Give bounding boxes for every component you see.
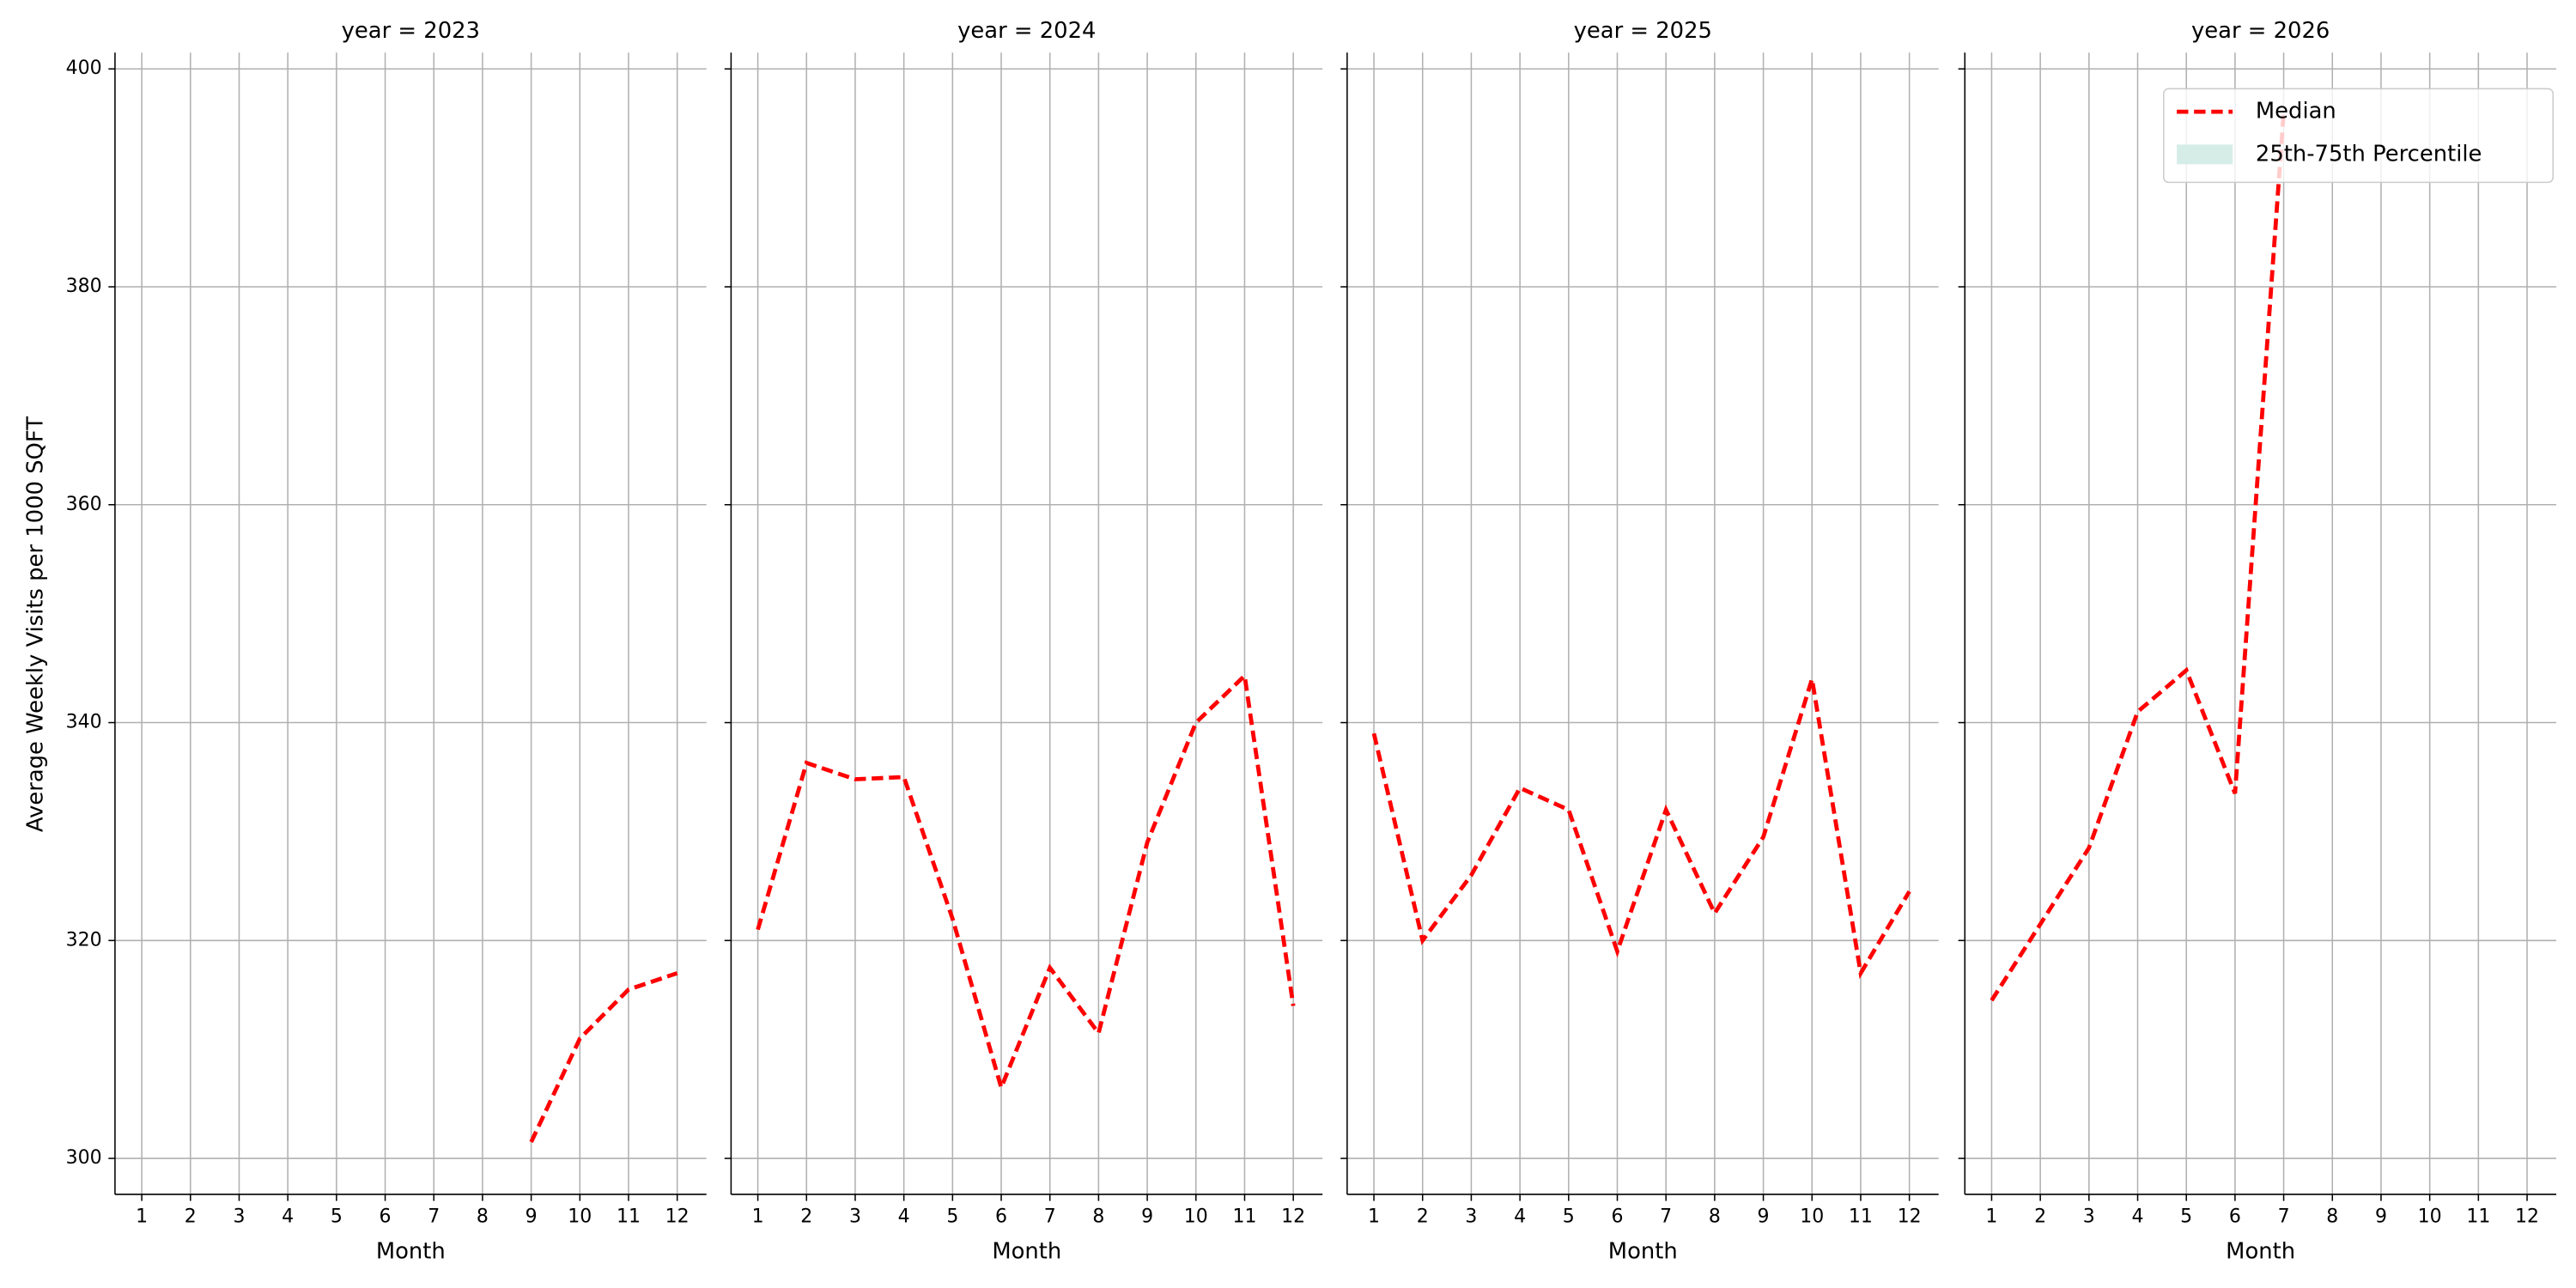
legend-label: 25th-75th Percentile: [2256, 141, 2482, 167]
y-tick-label: 400: [66, 58, 102, 79]
y-tick-label: 320: [66, 929, 102, 951]
x-tick-label: 6: [380, 1206, 392, 1228]
median-line: [1990, 112, 2286, 1002]
x-tick-label: 12: [2515, 1206, 2539, 1228]
x-tick-label: 7: [1660, 1206, 1672, 1228]
x-axis-label: Month: [376, 1238, 446, 1264]
x-tick-label: 12: [1281, 1206, 1305, 1228]
legend-label: Median: [2256, 99, 2336, 125]
median-line: [1371, 678, 1911, 980]
x-tick-label: 9: [2375, 1206, 2387, 1228]
x-axis-label: Month: [1608, 1238, 1678, 1264]
x-tick-label: 6: [1612, 1206, 1624, 1228]
x-tick-label: 8: [2326, 1206, 2338, 1228]
y-tick-label: 340: [66, 712, 102, 733]
y-tick-label: 360: [66, 494, 102, 515]
x-tick-label: 5: [2180, 1206, 2192, 1228]
x-tick-label: 10: [1800, 1206, 1824, 1228]
x-tick-label: 3: [233, 1206, 245, 1228]
x-tick-label: 8: [1709, 1206, 1721, 1228]
x-tick-label: 8: [1092, 1206, 1104, 1228]
y-tick-label: 380: [66, 276, 102, 297]
x-tick-label: 12: [665, 1206, 690, 1228]
y-tick-label: 300: [66, 1147, 102, 1169]
x-tick-label: 1: [1368, 1206, 1380, 1228]
x-tick-label: 3: [1465, 1206, 1477, 1228]
x-tick-label: 11: [617, 1206, 641, 1228]
x-tick-label: 4: [2132, 1206, 2144, 1228]
x-tick-label: 5: [1563, 1206, 1575, 1228]
x-tick-label: 2: [185, 1206, 197, 1228]
x-tick-label: 9: [1141, 1206, 1153, 1228]
x-tick-label: 8: [477, 1206, 489, 1228]
x-tick-label: 9: [526, 1206, 538, 1228]
x-tick-label: 10: [1184, 1206, 1208, 1228]
x-tick-label: 5: [946, 1206, 958, 1228]
x-tick-label: 6: [2229, 1206, 2241, 1228]
x-axis-label: Month: [2226, 1238, 2295, 1264]
x-tick-label: 2: [800, 1206, 812, 1228]
median-line: [756, 671, 1296, 1094]
y-axis-label: Average Weekly Visits per 1000 SQFT: [23, 416, 49, 832]
x-tick-label: 3: [849, 1206, 861, 1228]
panel-title: year = 2025: [1574, 18, 1712, 44]
legend-box: [2163, 88, 2554, 184]
x-tick-label: 6: [995, 1206, 1007, 1228]
x-tick-label: 9: [1758, 1206, 1770, 1228]
median-line: [529, 971, 678, 1144]
x-axis-label: Month: [992, 1238, 1061, 1264]
x-tick-label: 2: [1417, 1206, 1429, 1228]
panel-title: year = 2024: [957, 18, 1096, 44]
x-tick-label: 1: [136, 1206, 148, 1228]
panel-title: year = 2026: [2191, 18, 2330, 44]
x-tick-label: 11: [2466, 1206, 2490, 1228]
x-tick-label: 7: [1044, 1206, 1056, 1228]
legend-swatch: [2177, 144, 2233, 165]
panel-title: year = 2023: [342, 18, 480, 44]
x-tick-label: 1: [1985, 1206, 1997, 1228]
x-tick-label: 11: [1232, 1206, 1256, 1228]
x-tick-label: 12: [1898, 1206, 1922, 1228]
x-tick-label: 3: [2083, 1206, 2095, 1228]
x-tick-label: 7: [2278, 1206, 2290, 1228]
x-tick-label: 7: [428, 1206, 440, 1228]
x-tick-label: 5: [331, 1206, 343, 1228]
x-tick-label: 10: [568, 1206, 592, 1228]
x-tick-label: 1: [752, 1206, 764, 1228]
x-tick-label: 4: [1514, 1206, 1526, 1228]
x-tick-label: 11: [1849, 1206, 1873, 1228]
x-tick-label: 4: [282, 1206, 294, 1228]
x-tick-label: 2: [2034, 1206, 2046, 1228]
x-tick-label: 10: [2418, 1206, 2442, 1228]
x-tick-label: 4: [898, 1206, 910, 1228]
